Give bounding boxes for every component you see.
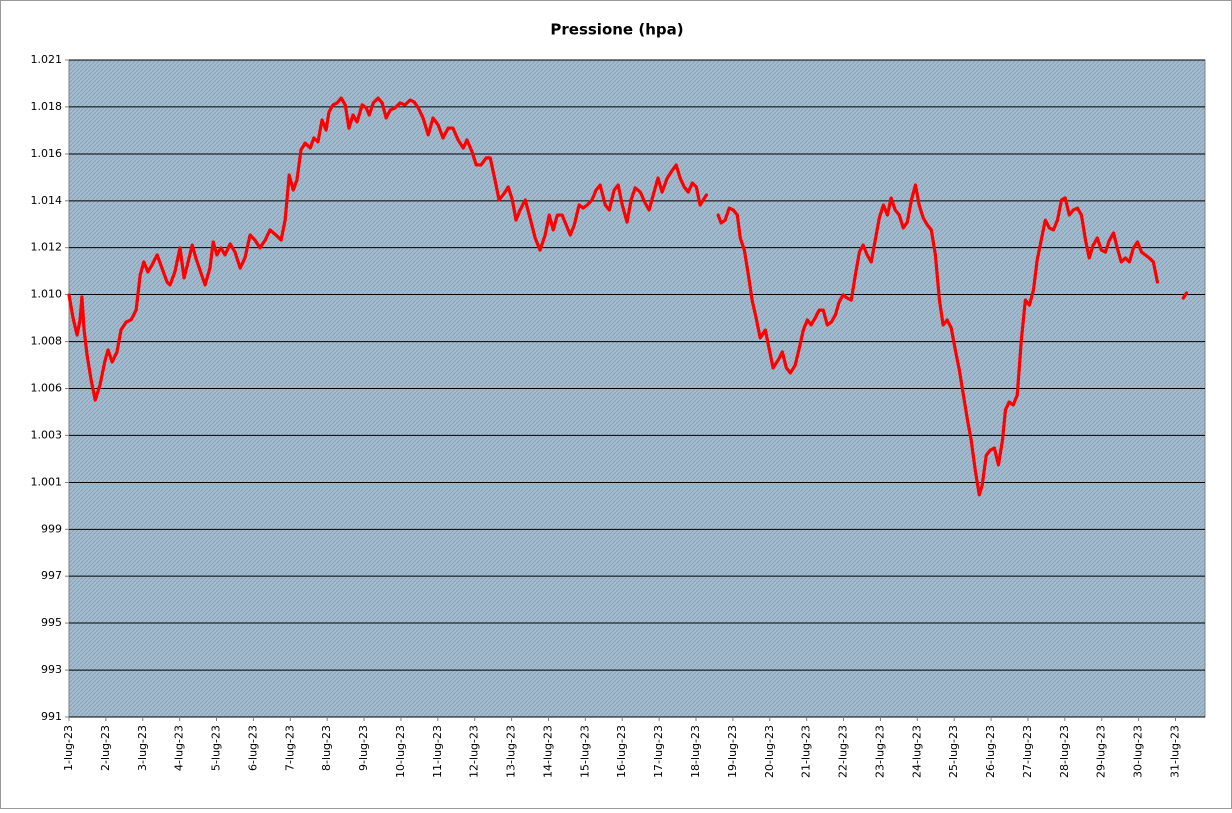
x-tick-label: 9-lug-23 (357, 725, 370, 771)
x-tick-label: 14-lug-23 (541, 725, 554, 778)
y-tick-label: 1.010 (31, 288, 63, 301)
x-tick-label: 1-lug-23 (62, 725, 75, 771)
x-tick-label: 31-lug-23 (1168, 725, 1181, 778)
y-tick-label: 1.012 (31, 241, 63, 254)
x-tick-label: 26-lug-23 (984, 725, 997, 778)
x-tick-label: 21-lug-23 (800, 725, 813, 778)
y-tick-label: 1.006 (31, 382, 63, 395)
x-tick-label: 3-lug-23 (136, 725, 149, 771)
x-tick-label: 13-lug-23 (505, 725, 518, 778)
x-tick-label: 19-lug-23 (726, 725, 739, 778)
y-tick-label: 1.014 (31, 194, 63, 207)
y-tick-label: 1.003 (31, 428, 63, 441)
x-tick-label: 29-lug-23 (1095, 725, 1108, 778)
x-tick-label: 23-lug-23 (873, 725, 886, 778)
x-tick-label: 20-lug-23 (763, 725, 776, 778)
x-tick-label: 30-lug-23 (1132, 725, 1145, 778)
x-tick-label: 4-lug-23 (173, 725, 186, 771)
y-tick-label: 997 (41, 569, 62, 582)
x-tick-label: 24-lug-23 (910, 725, 923, 778)
y-tick-label: 995 (41, 616, 62, 629)
y-tick-label: 993 (41, 663, 62, 676)
x-tick-label: 28-lug-23 (1058, 725, 1071, 778)
x-tick-label: 22-lug-23 (837, 725, 850, 778)
y-tick-label: 1.001 (31, 475, 63, 488)
pressure-line (67, 96, 1189, 497)
y-tick-label: 999 (41, 522, 62, 535)
x-tick-label: 11-lug-23 (431, 725, 444, 778)
x-tick-label: 25-lug-23 (947, 725, 960, 778)
x-tick-label: 6-lug-23 (246, 725, 259, 771)
x-tick-label: 17-lug-23 (652, 725, 665, 778)
x-tick-label: 18-lug-23 (689, 725, 702, 778)
x-tick-label: 27-lug-23 (1021, 725, 1034, 778)
x-tick-label: 5-lug-23 (210, 725, 223, 771)
y-tick-label: 991 (41, 710, 62, 723)
y-tick-label: 1.021 (31, 53, 63, 66)
x-tick-label: 10-lug-23 (394, 725, 407, 778)
x-tick-label: 7-lug-23 (283, 725, 296, 771)
x-tick-label: 8-lug-23 (320, 725, 333, 771)
x-tick-label: 16-lug-23 (615, 725, 628, 778)
x-tick-label: 15-lug-23 (578, 725, 591, 778)
y-tick-label: 1.018 (31, 100, 63, 113)
y-tick-label: 1.016 (31, 147, 63, 160)
y-tick-label: 1.008 (31, 335, 63, 348)
x-tick-label: 2-lug-23 (99, 725, 112, 771)
x-tick-label: 12-lug-23 (468, 725, 481, 778)
chart-title: Pressione (hpa) (550, 21, 683, 39)
